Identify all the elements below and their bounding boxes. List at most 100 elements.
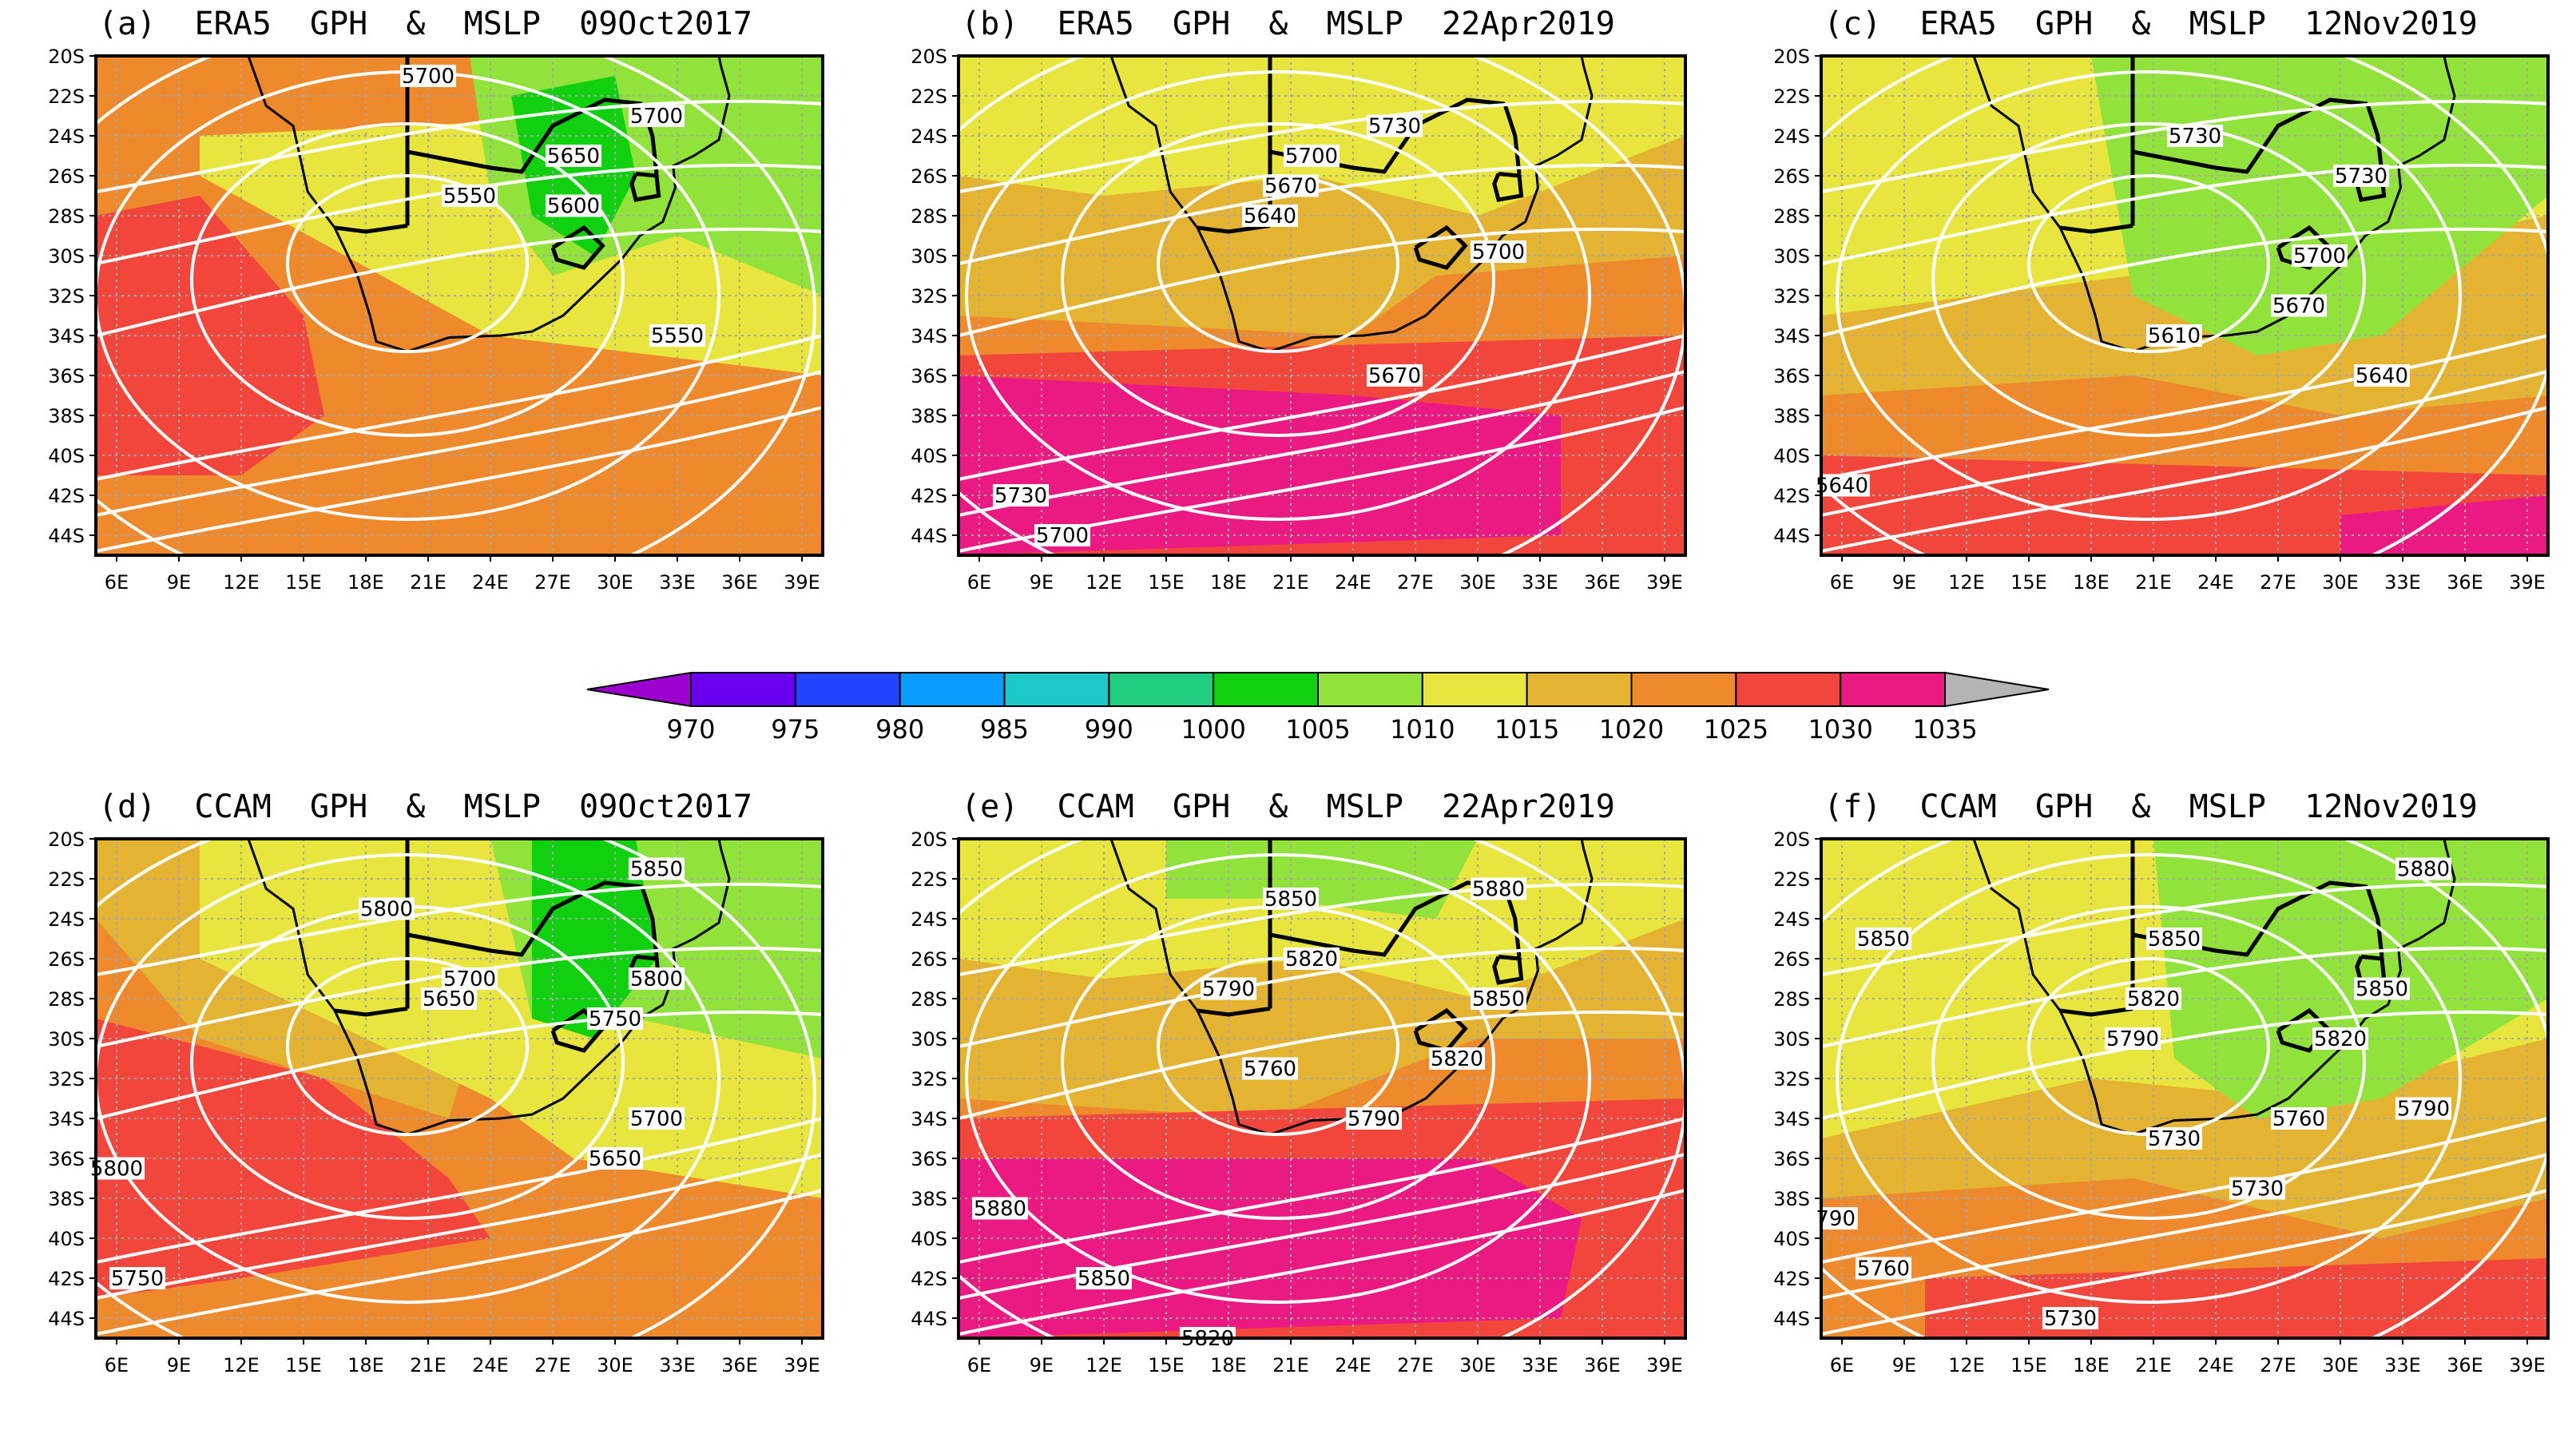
contour-label-bg: [1263, 888, 1319, 910]
contour-label: 5790: [2397, 1098, 2450, 1122]
contour-label: 5820: [2314, 1027, 2367, 1051]
contour-label: 5880: [974, 1198, 1026, 1222]
mslp-zone: [959, 1158, 1582, 1338]
gph-contour: [1821, 370, 2548, 517]
contour-labels: 5880 5850 5850 5820 5850 5790 5820 5790 5760 5730…: [1813, 857, 2451, 1331]
gph-contour: [96, 99, 823, 193]
contour-label: 5800: [360, 898, 413, 922]
contour-label: 5850: [1078, 1267, 1130, 1291]
x-tick-label: 33E: [659, 1354, 696, 1376]
gph-contour: [96, 853, 720, 1304]
x-tick-label: 27E: [534, 1354, 571, 1376]
y-tick-label: 36S: [1773, 365, 1810, 387]
y-tick-label: 26S: [1773, 948, 1810, 971]
x-tick-label: 39E: [1646, 571, 1683, 594]
contour-label-bg: [2167, 125, 2223, 147]
gph-contour: [190, 122, 625, 437]
x-tick-label: 24E: [2197, 1354, 2234, 1376]
x-tick-label: 36E: [2447, 1354, 2483, 1376]
contour-label-bg: [629, 1107, 685, 1130]
contour-label-bg: [546, 194, 601, 217]
contour-labels: 5850 5880 5820 5790 5850 5820 5760 5790 5880 5850…: [972, 877, 1526, 1351]
gph-contour: [96, 1010, 823, 1120]
y-tick-label: 36S: [1773, 1148, 1810, 1170]
x-tick-label: 6E: [105, 1354, 129, 1376]
contour-label: 5730: [994, 484, 1047, 508]
country-border: [334, 1007, 408, 1017]
gph-contour: [96, 227, 823, 337]
contour-label: 5850: [1264, 888, 1317, 912]
colorbar-tick-label: 1030: [1808, 714, 1872, 745]
gph-contour: [96, 334, 823, 481]
panel-e: (e) CCAM GPH & MSLP 22Apr2019 5850 5880 58…: [871, 783, 1705, 1438]
mslp-field: [959, 839, 1685, 1338]
y-tick-label: 40S: [1773, 1228, 1810, 1250]
grid: [1821, 56, 2548, 555]
y-axis-labels: 20S 22S 24S 26S 28S 30S 32S 34S 36S 38S 40S 42S 44S: [911, 831, 959, 1330]
colorbar-tick-label: 1000: [1181, 714, 1245, 745]
x-tick-label: 30E: [1459, 1354, 1496, 1376]
x-tick-label: 6E: [1830, 571, 1854, 594]
x-tick-label: 12E: [1948, 1354, 1985, 1376]
contour-label-bg: [89, 1157, 145, 1180]
contour-label: 5640: [1816, 475, 1868, 499]
y-tick-label: 24S: [48, 908, 85, 931]
map-plot: 5850 5880 5820 5790 5850 5820 5760 5790 5880 5850…: [911, 831, 1687, 1376]
x-tick-label: 12E: [223, 571, 260, 594]
colorbar-tick-label: 1005: [1285, 714, 1350, 745]
colorbar-bin: [1840, 672, 1946, 707]
contour-label-bg: [2354, 977, 2410, 1000]
y-tick-label: 38S: [48, 405, 85, 427]
contour-label: 5650: [423, 987, 475, 1011]
contour-label: 5850: [1472, 987, 1525, 1011]
contour-label: 5820: [1431, 1047, 1483, 1071]
contour-label-bg: [1856, 928, 1911, 950]
y-tick-label: 40S: [911, 1228, 947, 1250]
y-tick-label: 24S: [911, 125, 947, 148]
y-tick-label: 36S: [911, 1148, 947, 1170]
contour-label-bg: [1471, 877, 1526, 900]
contour-label-bg: [1367, 114, 1423, 137]
y-tick-label: 42S: [911, 485, 947, 507]
x-tick-label: 21E: [410, 1354, 447, 1376]
y-tick-label: 30S: [48, 245, 85, 268]
contour-label-bg: [2312, 1027, 2368, 1050]
country-border: [1492, 955, 1524, 985]
y-tick-label: 38S: [911, 405, 947, 427]
x-tick-label: 33E: [659, 571, 696, 594]
x-tick-label: 6E: [1830, 1354, 1854, 1376]
country-border: [550, 1007, 605, 1053]
gph-contour: [96, 370, 823, 517]
y-axis-labels: 20S 22S 24S 26S 28S 30S 32S 34S 36S 38S 40S 42S 44S: [911, 48, 959, 547]
contour-label-bg: [1429, 1047, 1485, 1070]
x-tick-label: 27E: [2260, 1354, 2296, 1376]
country-border: [629, 172, 661, 202]
x-tick-label: 18E: [1210, 1354, 1247, 1376]
contour-label-bg: [2042, 1307, 2098, 1329]
contour-label: 5790: [1202, 978, 1255, 1002]
y-tick-label: 34S: [911, 325, 947, 348]
panel-title: (c) ERA5 GPH & MSLP 12Nov2019: [1824, 6, 2478, 42]
contour-label-bg: [546, 145, 601, 167]
x-tick-label: 6E: [967, 571, 991, 594]
y-tick-label: 30S: [1773, 245, 1810, 268]
x-tick-label: 6E: [967, 1354, 991, 1376]
x-tick-label: 9E: [1030, 1354, 1054, 1376]
x-tick-label: 39E: [2509, 1354, 2546, 1376]
colorbar-tick-label: 1025: [1704, 714, 1768, 745]
y-tick-label: 42S: [1773, 1268, 1810, 1290]
contour-label: 5850: [630, 858, 683, 882]
gph-contour: [1821, 1117, 2548, 1264]
country-border: [550, 224, 605, 270]
contour-label-bg: [2292, 244, 2348, 267]
x-tick-label: 15E: [1148, 571, 1185, 594]
y-tick-label: 22S: [48, 868, 85, 891]
x-tick-label: 30E: [2322, 571, 2359, 594]
coastline: [247, 56, 731, 353]
mslp-zone: [2340, 495, 2548, 555]
colorbar-bin: [1108, 672, 1215, 707]
colorbar-tick-label: 1015: [1494, 714, 1559, 745]
contour-labels: 5700 5700 5650 5550 5600 5550: [400, 65, 705, 348]
gph-contour: [959, 227, 1685, 337]
